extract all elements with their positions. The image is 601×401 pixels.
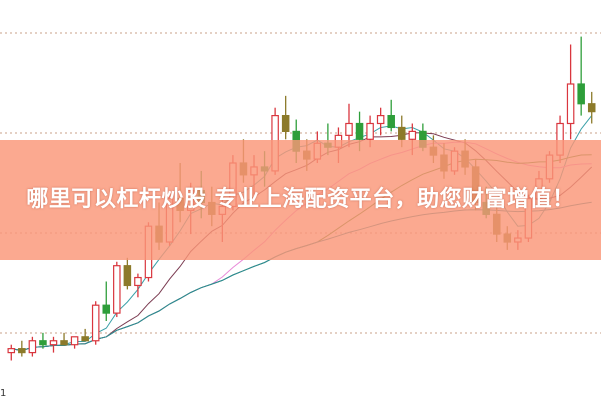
candle <box>102 281 111 321</box>
candle <box>123 257 132 290</box>
candle <box>70 336 79 349</box>
candle-body <box>345 122 353 136</box>
candle-body <box>566 83 575 125</box>
candle-body <box>281 114 290 132</box>
candle <box>39 332 47 349</box>
candle-body <box>397 126 406 140</box>
candle-body <box>60 340 68 346</box>
candle-body <box>408 130 417 140</box>
candle <box>113 261 121 318</box>
candle-body <box>102 304 111 314</box>
candle-body <box>91 304 100 342</box>
candle <box>60 332 68 346</box>
corner-label: 1 <box>0 388 7 399</box>
candle <box>134 273 142 298</box>
candle <box>18 340 26 357</box>
banner-text: 哪里可以杠杆炒股 专业上海配资平台，助您财富增值！ <box>26 187 575 212</box>
candle-body <box>81 336 89 342</box>
candle-body <box>70 336 79 346</box>
candle-body <box>39 340 47 346</box>
candle <box>281 95 290 140</box>
candle <box>28 336 37 357</box>
candle-body <box>134 276 142 287</box>
candle-body <box>123 265 132 287</box>
candle-body <box>587 103 596 113</box>
candle-body <box>28 340 37 354</box>
candle <box>387 99 395 132</box>
candle <box>81 328 89 342</box>
candle-body <box>376 114 385 125</box>
candle <box>577 36 585 116</box>
candle <box>566 44 575 140</box>
candle <box>345 103 353 148</box>
candle-body <box>18 348 26 354</box>
candle-body <box>366 122 374 140</box>
candle-body <box>355 122 364 140</box>
candle <box>91 301 100 345</box>
candle-body <box>113 265 121 314</box>
candle <box>376 107 385 136</box>
candle-body <box>387 114 395 129</box>
candle-body <box>7 348 16 354</box>
ad-banner[interactable]: 哪里可以杠杆炒股 专业上海配资平台，助您财富增值！ <box>0 140 601 260</box>
candle <box>587 91 596 124</box>
candle <box>7 344 16 361</box>
candle-body <box>577 83 585 105</box>
candle-body <box>49 340 58 346</box>
candle <box>49 336 58 353</box>
